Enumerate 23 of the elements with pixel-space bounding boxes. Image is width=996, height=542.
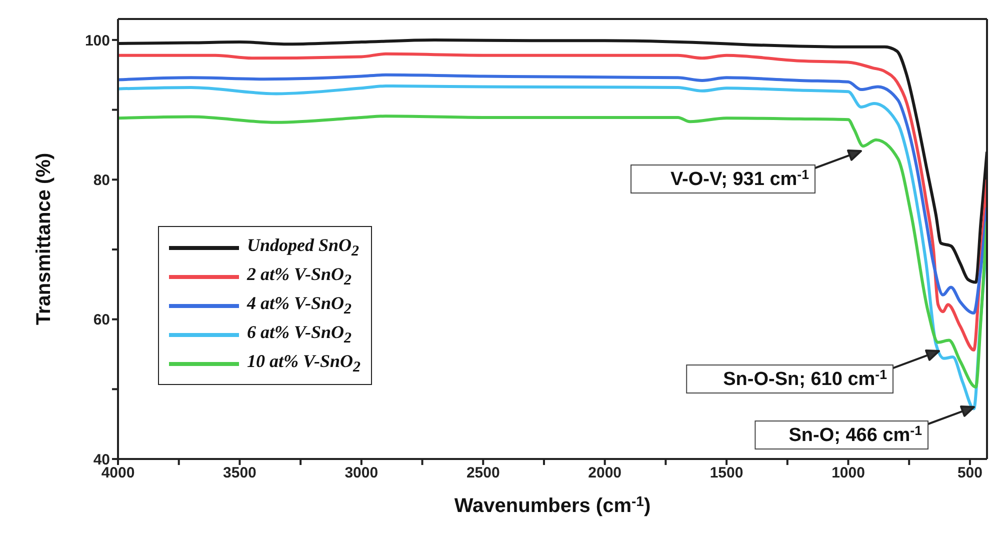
y-axis-title: Transmittance (%) <box>33 152 55 326</box>
annotation: Sn-O; 466 cm$^{-1}$ <box>788 423 923 446</box>
line-series <box>118 114 987 389</box>
x-axis-title: Wavenumbers (cm$^{-1}$) <box>454 492 651 517</box>
x-tick-label: 500 <box>957 464 982 482</box>
line-series <box>118 52 987 352</box>
legend-label: Undoped SnO$_{2}$ <box>247 234 360 260</box>
y-tick-label: 100 <box>84 32 110 50</box>
x-tick-label: 2500 <box>466 464 500 482</box>
legend-label: 4 at% V-SnO$_{2}$ <box>247 292 352 318</box>
annotation: V-O-V; 931 cm$^{-1}$ <box>670 167 810 190</box>
legend-label: 6 at% V-SnO$_{2}$ <box>247 322 352 348</box>
x-tick-label: 2000 <box>588 464 622 482</box>
x-tick-label: 3500 <box>223 464 256 482</box>
y-tick-label: 80 <box>93 172 110 189</box>
x-tick-label: 3000 <box>344 464 378 482</box>
x-tick-label: 1000 <box>832 464 865 482</box>
x-tick-label: 1500 <box>710 464 744 482</box>
annotation: Sn-O-Sn; 610 cm$^{-1}$ <box>723 367 888 390</box>
y-tick-label: 60 <box>93 312 110 329</box>
legend-label: 10 at% V-SnO$_{2}$ <box>247 350 361 376</box>
legend-label: 2 at% V-SnO$_{2}$ <box>247 264 352 290</box>
line-series <box>118 73 987 315</box>
